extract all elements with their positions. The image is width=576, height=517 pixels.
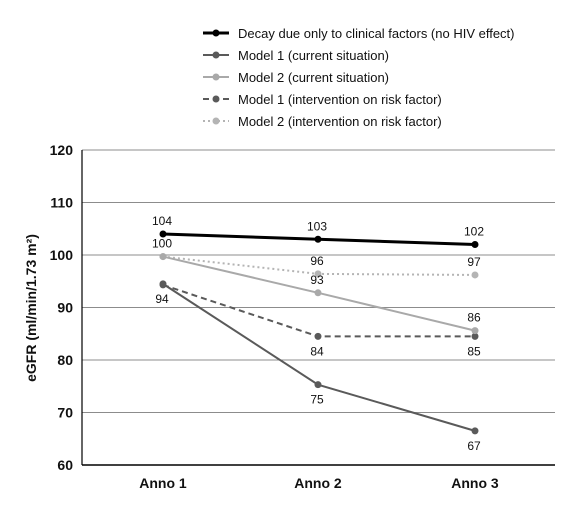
y-tick-label: 60 (57, 457, 73, 473)
y-tick-label: 70 (57, 405, 73, 421)
data-point (314, 270, 322, 278)
data-label: 103 (307, 219, 327, 233)
legend-label: Model 1 (current situation) (238, 48, 389, 63)
y-tick-label: 100 (50, 247, 74, 263)
data-point (471, 241, 479, 248)
data-label: 84 (310, 344, 324, 358)
data-label: 86 (467, 311, 481, 325)
gridlines (82, 149, 555, 466)
data-label: 75 (310, 393, 324, 407)
x-tick-label: Anno 1 (139, 475, 187, 491)
y-tick-label: 120 (50, 142, 74, 158)
data-label: 93 (310, 273, 324, 287)
data-label: 100 (152, 237, 172, 251)
data-point (159, 253, 167, 261)
legend-swatch-marker (212, 117, 220, 125)
legend-item: Model 1 (intervention on risk factor) (203, 92, 442, 107)
legend-item: Model 2 (intervention on risk factor) (203, 114, 442, 129)
data-labels: 104 103 102 94 75 67 100 93 86 84 85 96 97 (152, 214, 484, 453)
data-point (314, 235, 322, 243)
series-layer (159, 230, 479, 435)
data-label: 94 (155, 292, 169, 306)
legend-label: Model 2 (intervention on risk factor) (238, 114, 442, 129)
legend-item: Decay due only to clinical factors (no H… (203, 26, 515, 41)
axes: 60 70 80 90 100 110 120 Anno 1 Anno 2 Anno 3 (50, 142, 499, 491)
legend-item: Model 1 (current situation) (203, 48, 389, 63)
data-point (471, 271, 479, 279)
data-label: 67 (467, 439, 481, 453)
x-tick-label: Anno 3 (451, 475, 499, 491)
data-point (471, 332, 479, 340)
legend-label: Decay due only to clinical factors (no H… (238, 26, 515, 41)
data-point (471, 427, 479, 435)
data-label: 97 (467, 255, 481, 269)
data-label: 102 (464, 225, 484, 239)
legend-swatch-marker (212, 73, 220, 81)
legend-item: Model 2 (current situation) (203, 70, 389, 85)
series-1 (159, 230, 479, 248)
data-point (314, 381, 322, 389)
data-point (471, 327, 479, 335)
legend-swatch-marker (212, 51, 220, 59)
data-label: 104 (152, 214, 172, 228)
x-tick-label: Anno 2 (294, 475, 342, 491)
legend-swatch-marker (212, 29, 220, 37)
y-tick-label: 80 (57, 352, 73, 368)
legend: Decay due only to clinical factors (no H… (203, 26, 515, 129)
data-point (159, 230, 167, 238)
data-point (314, 289, 322, 297)
legend-label: Model 2 (current situation) (238, 70, 389, 85)
legend-swatch-marker (212, 95, 220, 103)
y-tick-label: 90 (57, 300, 73, 316)
y-tick-label: 110 (50, 195, 73, 211)
data-point (314, 332, 322, 340)
series-2 (159, 280, 479, 435)
data-label: 85 (467, 344, 481, 358)
y-axis-title: eGFR (ml/min/1.73 m²) (23, 234, 39, 382)
legend-label: Model 1 (intervention on risk factor) (238, 92, 442, 107)
data-point (159, 280, 167, 288)
data-label: 96 (310, 254, 324, 268)
series-3 (159, 253, 479, 335)
